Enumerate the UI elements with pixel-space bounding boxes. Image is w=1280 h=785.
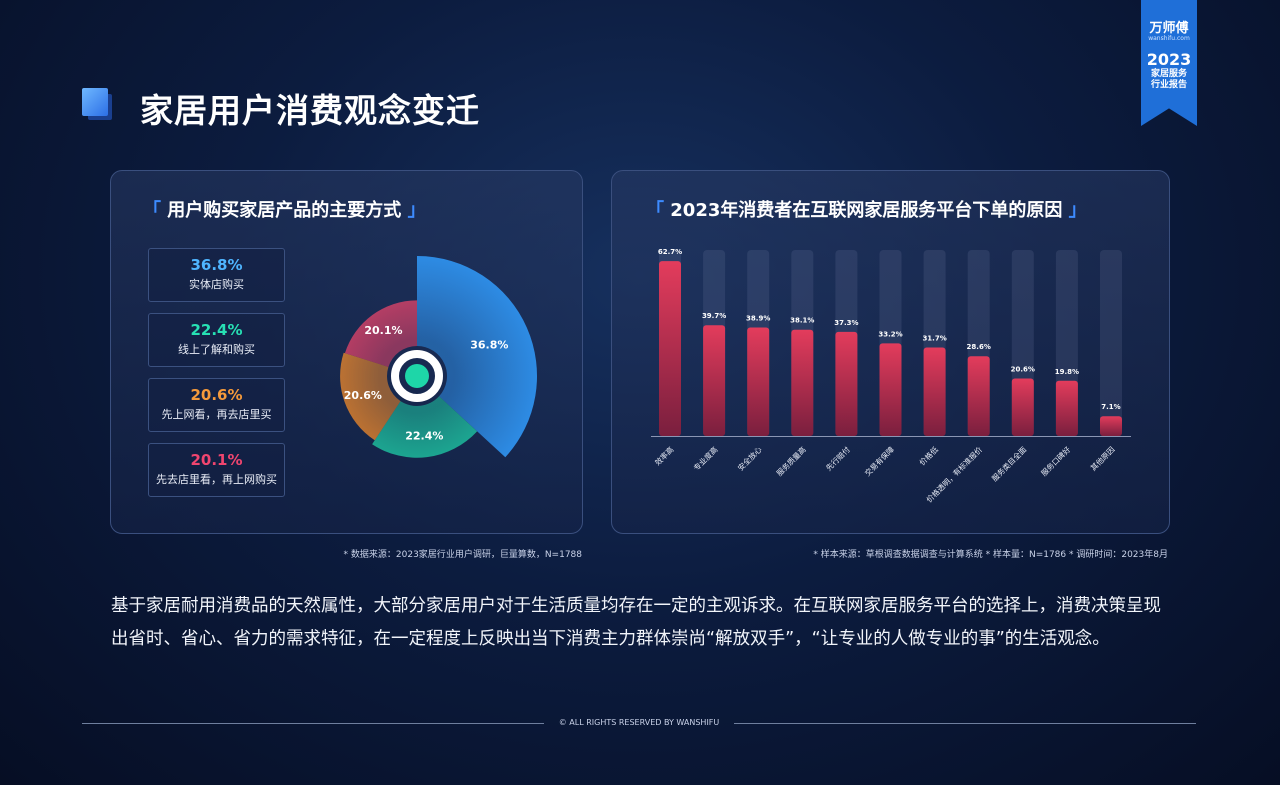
bar xyxy=(703,325,726,436)
bar-value-label: 39.7% xyxy=(702,312,726,320)
legend-item-online-then-store: 20.6% 先上网看，再去店里买 xyxy=(148,378,285,432)
badge-brand: 万师傅 xyxy=(1149,21,1189,36)
badge-line1: 家居服务 xyxy=(1150,69,1187,79)
pie-slice xyxy=(344,300,417,367)
bar xyxy=(879,343,902,436)
right-source-note: * 样本来源：草根调查数据调查与计算系统 * 样本量：N=1786 * 调研时间… xyxy=(813,550,1168,560)
bar-category-label: 先行赔付 xyxy=(824,444,853,473)
bar-category-label: 服务类目全面 xyxy=(989,444,1028,483)
bar-category-label: 价格低 xyxy=(917,444,940,467)
pie-slice-label: 20.1% xyxy=(364,324,402,337)
bar-value-label: 31.7% xyxy=(922,335,946,343)
pie-center-ring xyxy=(391,350,443,402)
bar-category-label: 专业度高 xyxy=(691,444,720,473)
bar-category-label: 服务口碑好 xyxy=(1039,444,1073,478)
bar-value-label: 62.7% xyxy=(658,248,682,256)
badge-site: wanshifu.com xyxy=(1148,35,1190,42)
pie-slice-label: 20.6% xyxy=(344,389,382,402)
bar xyxy=(923,347,946,436)
legend-item-in-store: 36.8% 实体店购买 xyxy=(148,248,285,302)
badge-line2: 行业报告 xyxy=(1150,80,1187,90)
bar-value-label: 20.6% xyxy=(1011,366,1035,374)
pie-center-dot xyxy=(405,364,429,388)
page-title: 家居用户消费观念变迁 xyxy=(140,91,480,130)
bar xyxy=(747,327,770,436)
bar xyxy=(967,356,990,436)
left-source-note: * 数据来源：2023家居行业用户调研，巨量算数，N=1788 xyxy=(343,550,582,560)
bar-category-label: 其他原因 xyxy=(1088,444,1116,472)
bar-category-label: 交易有保障 xyxy=(862,444,896,478)
purchase-method-pie-chart: 36.8% 22.4% 20.6% 20.1% xyxy=(340,256,537,458)
bar xyxy=(1055,380,1078,436)
bar-value-label: 7.1% xyxy=(1101,403,1120,411)
pie-slice xyxy=(340,352,401,441)
legend-item-store-then-online: 20.1% 先去店里看，再上网购买 xyxy=(148,443,285,497)
bar-value-label: 19.8% xyxy=(1055,368,1079,376)
bar-category-label: 安全放心 xyxy=(735,444,764,473)
bar xyxy=(1100,416,1122,436)
purchase-method-title: 「 用户购买家居产品的主要方式 」 xyxy=(143,200,426,221)
order-reason-title: 「 2023年消费者在互联网家居服务平台下单的原因 」 xyxy=(646,200,1087,221)
report-badge: 万师傅 wanshifu.com 2023 家居服务 行业报告 xyxy=(1141,0,1197,126)
bar xyxy=(659,261,681,436)
title-icon xyxy=(82,88,112,122)
bar-value-label: 37.3% xyxy=(834,319,858,327)
bar-value-label: 38.1% xyxy=(790,317,814,325)
copyright-footer: © ALL RIGHTS RESERVED BY WANSHIFU xyxy=(558,718,720,727)
bar-value-label: 33.2% xyxy=(878,330,902,338)
pie-slice-label: 22.4% xyxy=(405,429,443,442)
summary-paragraph: 基于家居耐用消费品的天然属性，大部分家居用户对于生活质量均存在一定的主观诉求。在… xyxy=(111,596,1161,649)
bar-category-label: 效率高 xyxy=(652,444,675,467)
bar-track xyxy=(1100,250,1122,436)
pie-slice-label: 36.8% xyxy=(470,338,508,351)
order-reason-bar-chart: 62.7% 效率高 39.7% 专业度高 38.9% 安全放心 38.1% 服务质量高 37.3… xyxy=(651,248,1131,504)
bar-value-label: 38.9% xyxy=(746,314,770,322)
pie-slice xyxy=(417,256,537,458)
badge-year: 2023 xyxy=(1146,50,1192,69)
bar-category-label: 服务质量高 xyxy=(774,444,808,478)
pie-slice xyxy=(372,396,478,458)
bar xyxy=(791,329,814,436)
footer-divider-left xyxy=(82,723,544,724)
bar xyxy=(835,331,858,436)
legend-item-online: 22.4% 线上了解和购买 xyxy=(148,313,285,367)
bar xyxy=(1011,378,1034,436)
bar-value-label: 28.6% xyxy=(967,343,991,351)
footer-divider-right xyxy=(734,723,1196,724)
